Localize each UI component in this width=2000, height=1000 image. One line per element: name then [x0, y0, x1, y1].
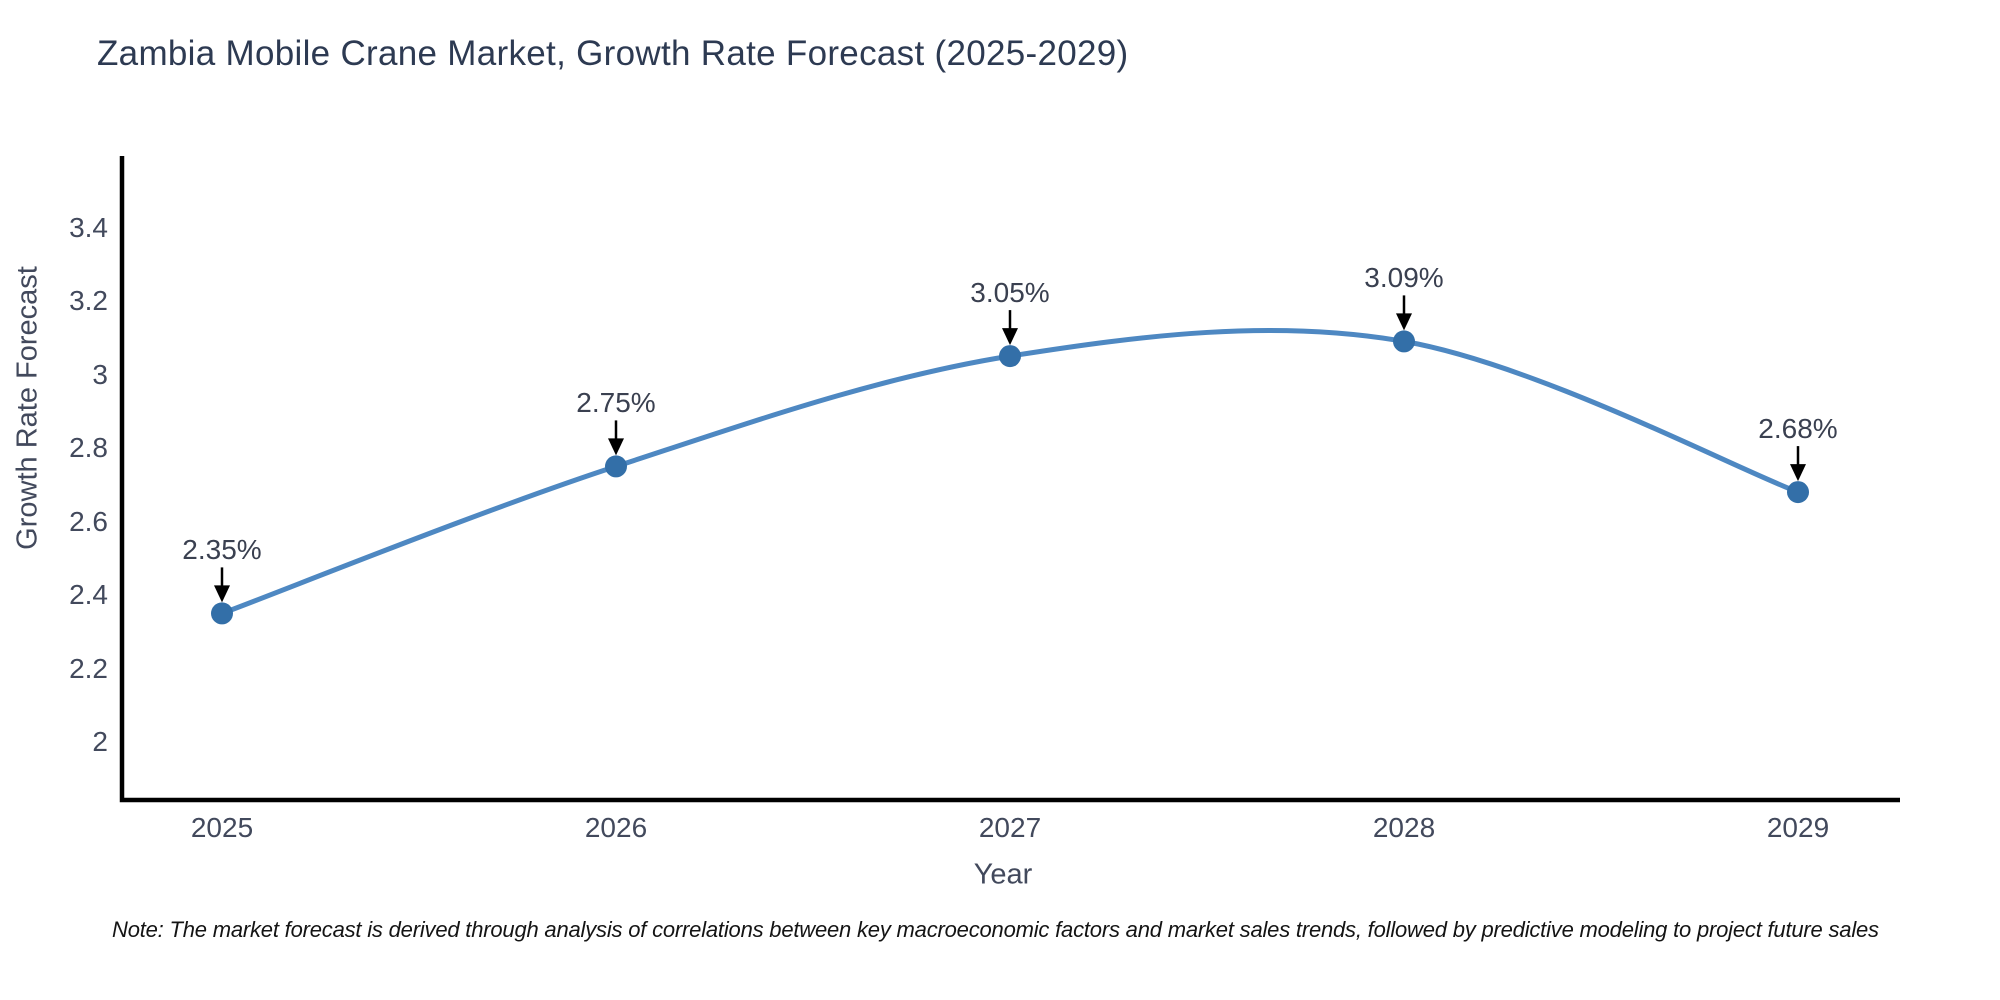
point-annotation-2026: 2.75% — [576, 387, 656, 418]
trend-line — [219, 328, 1801, 616]
footnote: Note: The market forecast is derived thr… — [112, 917, 1879, 942]
data-point-marker-2028 — [1393, 330, 1415, 353]
y-axis-title: Growth Rate Forecast — [11, 266, 44, 550]
y-tick-label: 3.2 — [69, 285, 108, 316]
y-tick-label: 2 — [92, 726, 108, 757]
axis-spines — [119, 156, 1900, 803]
annotation-arrow-2029 — [1790, 446, 1806, 482]
y-tick-label: 2.4 — [69, 579, 108, 610]
data-point-marker-2029 — [1787, 481, 1809, 504]
annotation-arrow-2027 — [1002, 310, 1018, 346]
y-tick-label: 2.8 — [69, 432, 108, 463]
x-tick-label: 2028 — [1372, 812, 1436, 843]
annotation-arrow-2025 — [214, 567, 230, 603]
chart-title: Zambia Mobile Crane Market, Growth Rate … — [97, 34, 1129, 73]
y-tick-label: 3.4 — [69, 211, 108, 243]
point-annotation-2025: 2.35% — [182, 534, 262, 565]
y-tick-label: 2.6 — [69, 505, 108, 537]
point-annotation-2029: 2.68% — [1758, 413, 1838, 444]
point-annotation-2028: 3.09% — [1364, 262, 1444, 293]
x-tick-label: 2029 — [1766, 812, 1830, 843]
y-tick-label: 2.2 — [69, 652, 108, 684]
x-tick-label: 2026 — [584, 812, 648, 843]
data-point-marker-2027 — [999, 345, 1021, 368]
x-axis-title: Year — [973, 858, 1033, 891]
data-point-marker-2025 — [211, 602, 233, 625]
annotation-arrow-2026 — [608, 420, 624, 456]
annotation-arrow-2028 — [1396, 295, 1412, 331]
x-tick-label: 2027 — [978, 812, 1042, 843]
y-tick-label: 3 — [92, 358, 108, 390]
data-point-marker-2026 — [605, 455, 627, 478]
point-annotation-2027: 3.05% — [970, 277, 1050, 308]
x-tick-label: 2025 — [190, 812, 254, 843]
